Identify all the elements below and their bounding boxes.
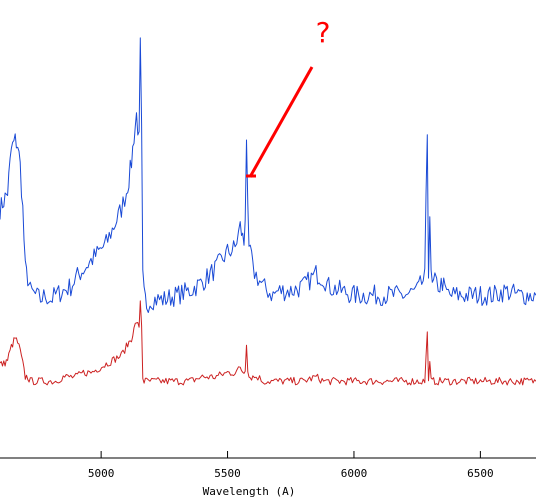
x-tick-label: 6500: [467, 467, 494, 480]
spectrum-series-1: [0, 37, 536, 313]
annotation-arrow: [248, 66, 314, 178]
spectrum-series-2: [0, 300, 536, 386]
annotation-question-mark: ?: [316, 16, 331, 49]
x-tick-label: 5000: [88, 467, 115, 480]
x-tick-label: 6000: [341, 467, 368, 480]
x-tick-label: 5500: [214, 467, 241, 480]
x-axis-title: Wavelength (A): [203, 485, 296, 498]
x-axis-ticks: 5000 5500 6000 6500: [88, 451, 494, 480]
series-layer: [0, 37, 536, 386]
